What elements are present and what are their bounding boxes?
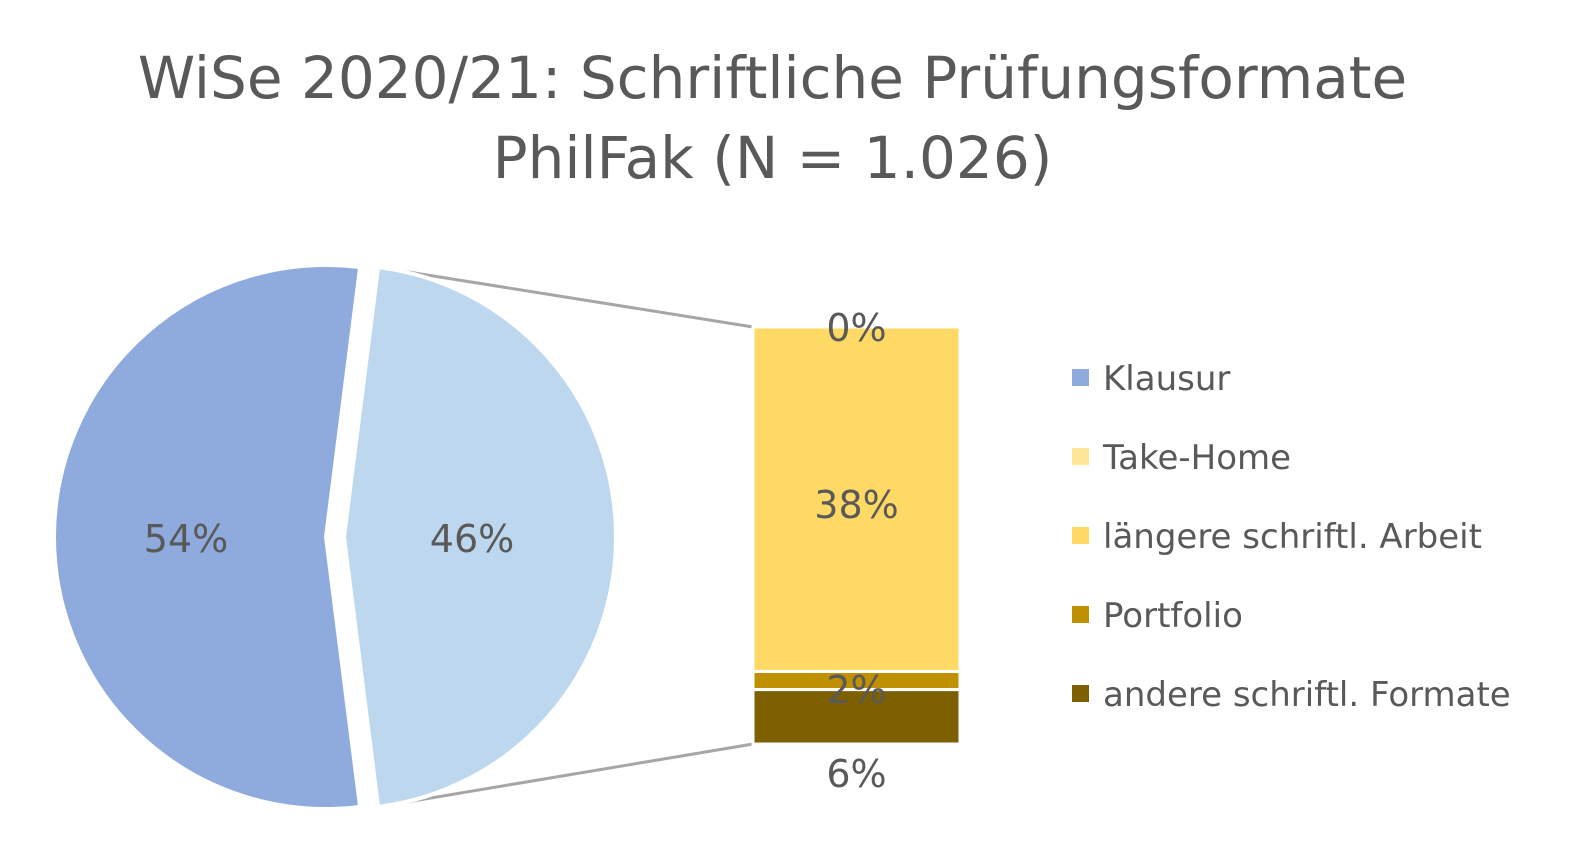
- bar-segment-1: [751, 325, 962, 673]
- legend-swatch-4: [1072, 685, 1089, 702]
- legend-swatch-3: [1072, 606, 1089, 623]
- bar-label-2: 2%: [826, 668, 886, 712]
- pie-slice-klausur: [51, 263, 363, 811]
- pie-slice-other: [341, 264, 618, 810]
- chart-title-line-1: WiSe 2020/21: Schriftliche Prüfungsforma…: [137, 44, 1408, 112]
- legend-label-3: Portfolio: [1103, 596, 1243, 636]
- bar-label-3: 6%: [826, 752, 886, 796]
- pie: [51, 263, 618, 811]
- legend-swatch-1: [1072, 448, 1089, 465]
- legend-swatch-2: [1072, 527, 1089, 544]
- data-labels: 54% 46% 0% 38% 2% 6%: [144, 306, 899, 796]
- legend-label-1: Take-Home: [1102, 438, 1291, 478]
- connector-lines: [377, 265, 754, 809]
- legend: Klausur Take-Home längere schriftl. Arbeit…: [1072, 359, 1511, 715]
- stacked-bar: [751, 325, 962, 746]
- legend-label-2: längere schriftl. Arbeit: [1103, 517, 1482, 557]
- legend-label-0: Klausur: [1103, 359, 1230, 399]
- legend-swatch-0: [1072, 369, 1089, 386]
- chart-title-line-2: PhilFak (N = 1.026): [492, 124, 1053, 192]
- connector-line-top: [377, 265, 754, 329]
- pie-label-0: 54%: [144, 517, 228, 561]
- legend-label-4: andere schriftl. Formate: [1103, 675, 1511, 715]
- bar-label-0: 0%: [826, 306, 886, 350]
- bar-label-1: 38%: [814, 483, 898, 527]
- chart-title: WiSe 2020/21: Schriftliche Prüfungsforma…: [0, 38, 1545, 198]
- connector-line-bottom: [377, 742, 754, 809]
- pie-label-1: 46%: [430, 517, 514, 561]
- bar-segment-3: [751, 688, 962, 746]
